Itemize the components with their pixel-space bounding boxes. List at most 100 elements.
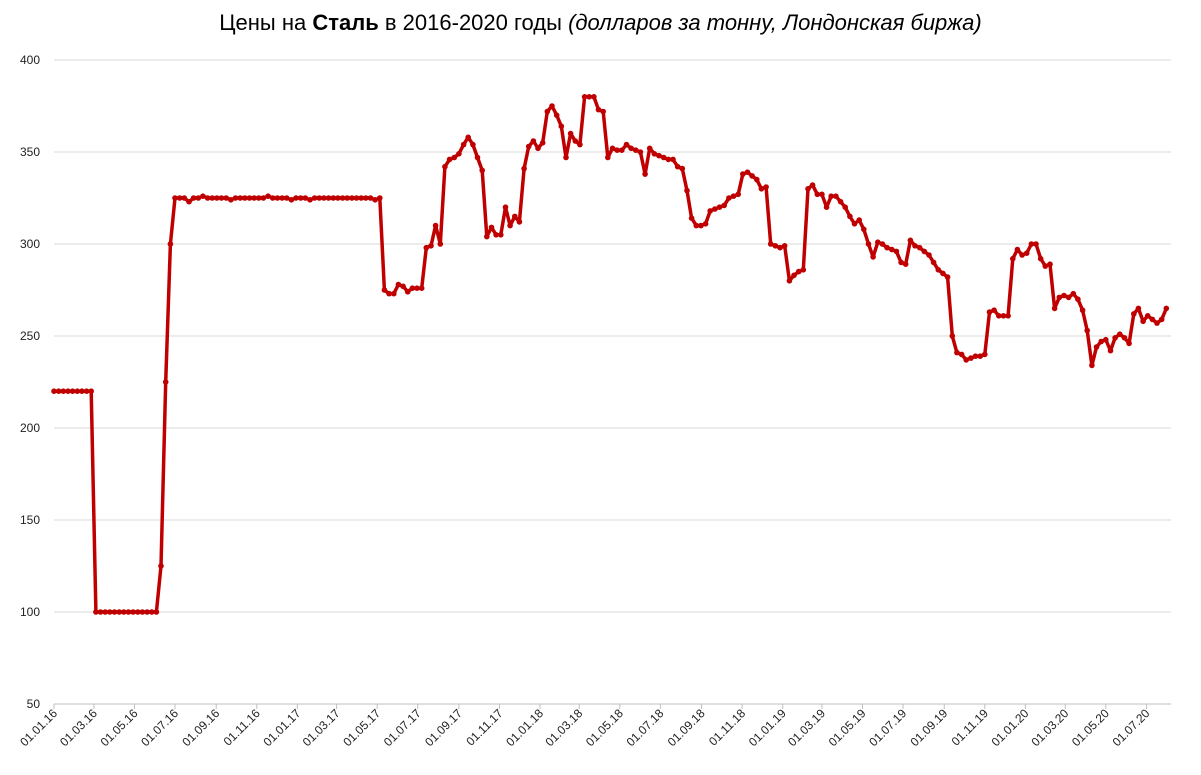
data-point	[744, 169, 751, 175]
data-point	[525, 143, 532, 150]
data-point	[1037, 255, 1044, 262]
data-point	[1028, 241, 1035, 247]
data-point	[907, 237, 914, 244]
data-point	[51, 388, 57, 395]
data-point	[698, 222, 704, 229]
data-point	[712, 206, 718, 212]
data-point	[358, 195, 365, 201]
data-point	[619, 147, 625, 153]
data-point	[474, 154, 481, 161]
data-point	[139, 609, 146, 615]
data-point	[125, 609, 132, 615]
y-tick-label: 350	[20, 145, 40, 159]
data-point	[1061, 292, 1067, 299]
data-point	[688, 215, 695, 221]
x-tick-label: 01.01.16	[17, 706, 60, 749]
data-point	[954, 349, 960, 356]
x-tick-label: 01.01.19	[746, 706, 789, 749]
data-point	[916, 244, 923, 251]
data-point	[670, 156, 676, 163]
data-point	[279, 195, 285, 201]
x-tick-label: 01.05.20	[1069, 706, 1112, 749]
data-point	[1051, 305, 1058, 312]
data-point	[912, 243, 918, 249]
data-point	[1112, 335, 1118, 341]
data-point	[567, 130, 574, 137]
data-point	[465, 134, 472, 141]
data-point	[665, 156, 672, 163]
x-tick-label: 01.07.20	[1110, 706, 1153, 749]
data-point	[1075, 296, 1081, 303]
data-point	[842, 204, 848, 210]
data-point	[176, 195, 183, 201]
data-point	[1065, 294, 1072, 301]
data-point	[726, 195, 732, 201]
data-point	[926, 252, 932, 258]
x-tick-label: 01.01.20	[989, 706, 1032, 749]
data-point	[488, 224, 495, 231]
data-point	[237, 195, 243, 201]
data-point	[209, 195, 215, 201]
data-point	[158, 563, 164, 569]
data-point	[1093, 344, 1100, 350]
data-point	[135, 609, 141, 615]
data-point	[847, 213, 853, 220]
data-point	[577, 141, 583, 148]
data-point	[902, 261, 909, 268]
x-tick-label: 01.09.18	[665, 706, 708, 749]
x-tick-label: 01.11.17	[463, 706, 506, 749]
data-point	[1033, 241, 1039, 247]
data-point	[414, 285, 420, 292]
data-point	[1010, 255, 1016, 262]
data-point	[1056, 294, 1063, 301]
data-point	[507, 222, 513, 229]
data-point	[1131, 311, 1137, 317]
data-point	[591, 94, 597, 100]
data-point	[1042, 263, 1049, 269]
x-tick-label: 01.05.17	[340, 706, 383, 749]
data-point	[539, 140, 546, 146]
data-point	[767, 241, 774, 247]
data-point	[535, 145, 541, 152]
data-point	[549, 103, 555, 109]
data-point	[553, 112, 560, 118]
data-point	[614, 147, 620, 153]
data-point	[144, 609, 150, 615]
data-point	[172, 195, 178, 201]
data-point	[377, 195, 383, 201]
data-point	[754, 176, 760, 183]
data-point	[819, 191, 825, 198]
data-point	[716, 204, 723, 210]
data-point	[740, 171, 746, 177]
data-point	[423, 244, 430, 251]
data-point	[660, 154, 667, 161]
data-point	[595, 106, 602, 113]
x-tick-label: 01.01.17	[261, 706, 304, 749]
data-point	[288, 197, 295, 203]
data-point	[432, 222, 439, 229]
data-point	[986, 309, 993, 315]
data-point	[446, 156, 453, 163]
data-point	[223, 195, 229, 201]
data-point	[153, 609, 160, 615]
data-point	[55, 388, 62, 395]
data-point	[293, 195, 299, 201]
data-point	[265, 193, 271, 199]
data-point	[609, 145, 616, 152]
data-point	[83, 388, 90, 395]
data-point	[498, 232, 504, 238]
data-point	[1135, 305, 1142, 312]
y-tick-label: 200	[20, 421, 40, 435]
data-point	[283, 195, 290, 201]
data-point	[102, 609, 108, 615]
data-point	[1005, 313, 1011, 319]
x-tick-label: 01.07.18	[624, 706, 667, 749]
x-tick-label: 01.05.16	[98, 706, 141, 749]
data-point	[758, 186, 765, 192]
data-point	[786, 278, 793, 284]
data-point	[418, 285, 425, 292]
data-point	[409, 285, 416, 292]
data-point	[861, 226, 867, 233]
x-tick-label: 01.05.19	[826, 706, 869, 749]
data-point	[856, 217, 862, 223]
